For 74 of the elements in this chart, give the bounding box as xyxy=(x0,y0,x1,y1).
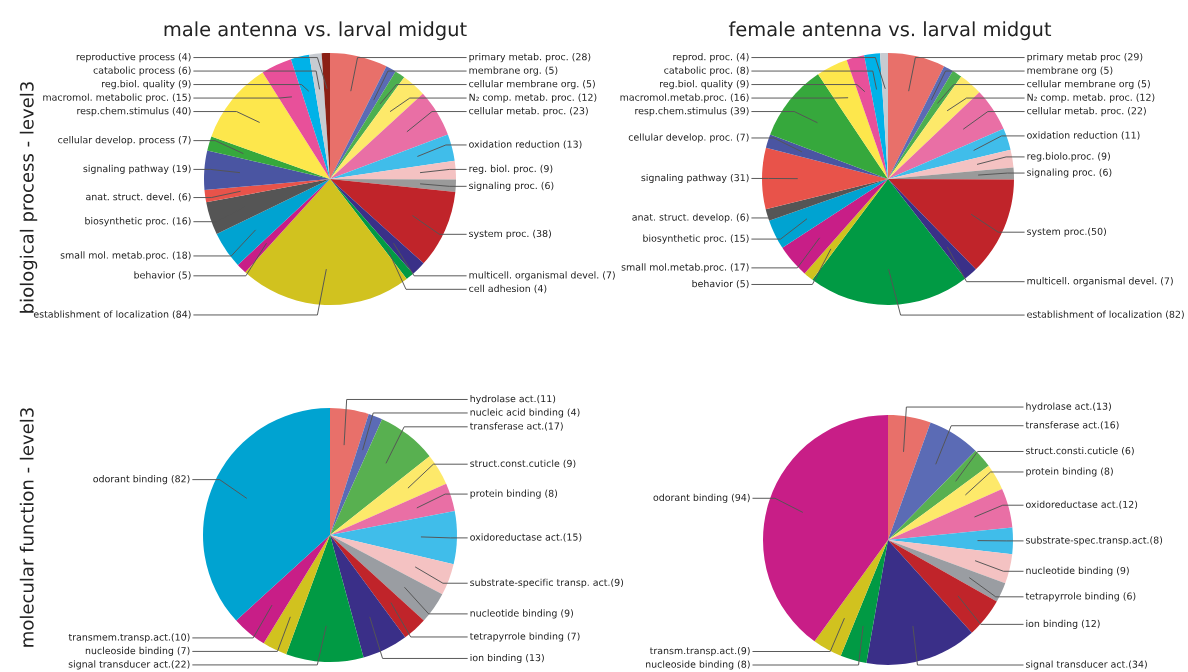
slice-label: N₂ comp. metab. proc. (12) xyxy=(469,93,597,103)
slice-label: primary metab. proc. (28) xyxy=(469,52,591,63)
slice-label: reg.biolo.proc. (9) xyxy=(1027,152,1110,162)
slice-label: nucleoside binding (8) xyxy=(646,660,750,670)
slice-label: cellular membrane org. (5) xyxy=(469,79,595,90)
slice-label: resp.chem.stimulus (39) xyxy=(635,106,749,117)
slice-label: signaling proc. (6) xyxy=(469,181,554,191)
slice-label: protein binding (8) xyxy=(470,489,558,499)
slice-label: membrane org. (5) xyxy=(469,66,558,76)
slice-label: protein binding (8) xyxy=(1026,467,1113,477)
slice-label: struct.consti.cuticle (6) xyxy=(1026,446,1134,456)
slice-label: membrane org (5) xyxy=(1027,66,1113,76)
slice-label: catabolic proc. (8) xyxy=(664,66,749,76)
slice-label: ion binding (13) xyxy=(470,653,544,664)
slice-label: substrate-spec.transp.act.(8) xyxy=(1026,536,1163,546)
slice-label: signal transducer act.(22) xyxy=(68,660,190,670)
slice-label: hydrolase act.(11) xyxy=(470,394,556,405)
slice-label: macromol.metab.proc. (16) xyxy=(620,93,749,103)
slice-label: tetrapyrrole binding (6) xyxy=(1025,592,1136,602)
slice-label: odorant binding (82) xyxy=(93,475,190,485)
slice-label: hydrolase act.(13) xyxy=(1026,402,1111,412)
slice-label: reg.biol. quality (9) xyxy=(102,79,191,90)
slice-label: transmem.transp.act.(10) xyxy=(68,633,190,643)
slice-label: oxidation reduction (13) xyxy=(469,140,582,149)
slice-label: oxidation reduction (11) xyxy=(1027,131,1140,140)
slice-label: transferase act.(17) xyxy=(469,422,563,431)
slice-label: biosynthetic proc. (15) xyxy=(643,234,749,244)
slice-label: cellular develop. proc. (7) xyxy=(628,133,749,143)
slice-label: transm.transp.act.(9) xyxy=(649,646,750,657)
slice-label: macromol. metabolic proc. (15) xyxy=(43,93,191,103)
slice-label: resp.chem.stimulus (40) xyxy=(77,106,191,117)
chart-title: female antenna vs. larval midgut xyxy=(728,21,1052,41)
slice-label: cellular membrane org (5) xyxy=(1027,79,1150,90)
slice-label: reg.biol. quality (9) xyxy=(660,79,749,90)
slice-label: signaling proc. (6) xyxy=(1027,168,1112,178)
slice-label: transferase act.(16) xyxy=(1025,421,1119,430)
slice-label: multicell. organismal devel. (7) xyxy=(469,271,615,281)
slice-label: tetrapyrrole binding (7) xyxy=(469,632,580,642)
slice-label: catabolic process (6) xyxy=(93,66,191,76)
slice-label: nucleoside binding (7) xyxy=(85,646,190,656)
slice-label: reproductive process (4) xyxy=(76,52,191,63)
slice-label: anat. struct. devel. (6) xyxy=(86,192,191,202)
slice-label: oxidoreductase act.(12) xyxy=(1026,500,1138,510)
slice-label: establishment of localization (82) xyxy=(1027,310,1184,319)
slice-label: primary metab proc (29) xyxy=(1027,52,1143,63)
slice-label: anat. struct. develop. (6) xyxy=(632,213,749,223)
slice-label: ion binding (12) xyxy=(1026,619,1100,629)
slice-label: biosynthetic proc. (16) xyxy=(85,217,191,227)
slice-label: cellular develop. process (7) xyxy=(58,136,191,146)
slice-label: cellular metab. proc. (22) xyxy=(1027,106,1146,117)
slice-label: odorant binding (94) xyxy=(653,493,750,503)
slice-label: substrate-specific transp. act.(9) xyxy=(470,578,624,588)
slice-label: behavior (5) xyxy=(692,279,749,289)
slice-label: cell adhesion (4) xyxy=(469,284,547,294)
slice-label: signal transducer act.(34) xyxy=(1026,660,1147,670)
slice-label: signaling pathway (31) xyxy=(641,173,749,184)
slice-label: behavior (5) xyxy=(134,271,191,280)
slice-label: nucleotide binding (9) xyxy=(1026,566,1129,576)
slice-label: system proc. (38) xyxy=(469,229,551,239)
slice-label: cellular metab. proc. (23) xyxy=(469,106,588,117)
slice-label: nucleotide binding (9) xyxy=(470,609,573,619)
slice-label: nucleic acid binding (4) xyxy=(470,408,580,418)
slice-label: oxidoreductase act.(15) xyxy=(470,533,582,542)
chart-title: male antenna vs. larval midgut xyxy=(164,21,467,41)
slice-label: reg. biol. proc. (9) xyxy=(469,164,553,174)
slice-label: N₂ comp. metab. proc. (12) xyxy=(1027,93,1155,103)
text: molecular function - level3 xyxy=(19,408,34,647)
slice-label: system proc.(50) xyxy=(1027,227,1106,237)
slice-label: small mol. metab.proc. (18) xyxy=(60,251,191,261)
slice-label: multicell. organismal devel. (7) xyxy=(1027,277,1173,287)
slice-label: signaling pathway (19) xyxy=(83,164,191,174)
slice-label: struct.const.cuticle (9) xyxy=(470,459,576,469)
slice-label: reprod. proc. (4) xyxy=(673,52,749,63)
slice-label: small mol.metab.proc. (17) xyxy=(621,263,749,273)
